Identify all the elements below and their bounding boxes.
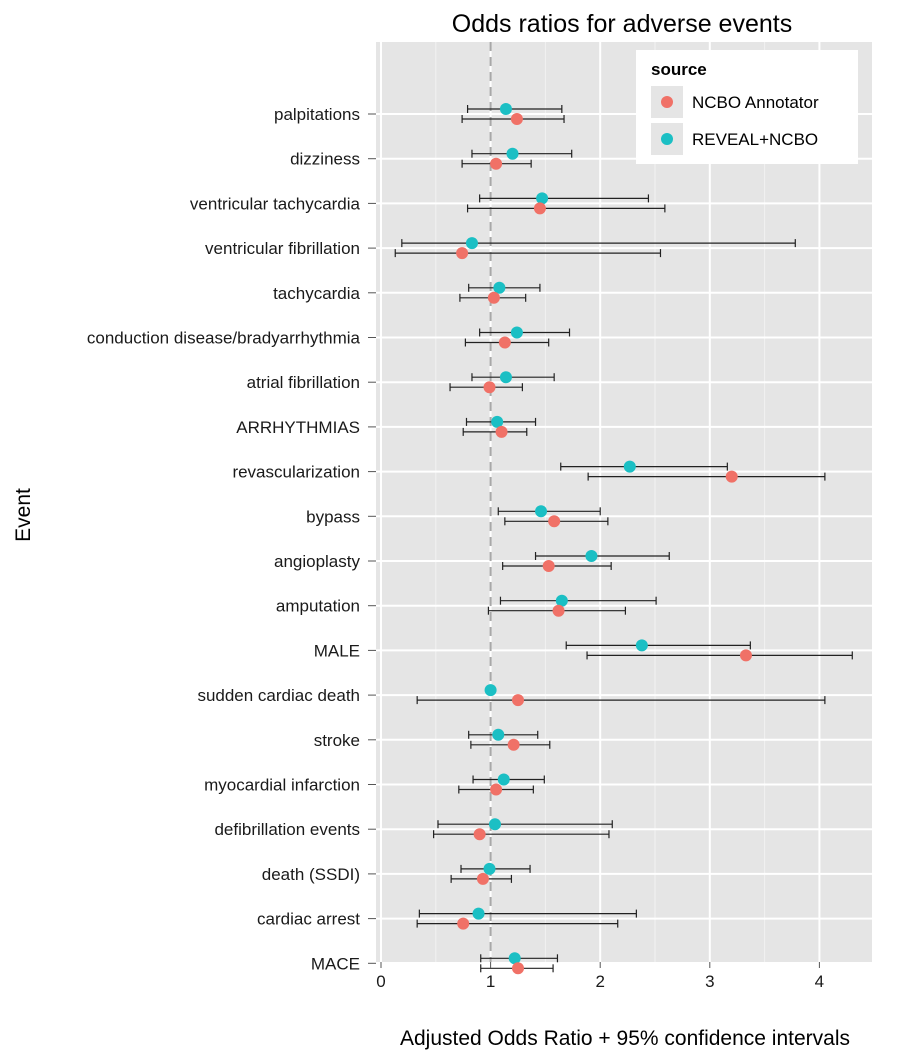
- category-label: amputation: [276, 597, 360, 616]
- point-ncbo-annotator: [507, 738, 520, 751]
- point-reveal-ncbo: [488, 818, 501, 831]
- legend-swatch: [661, 133, 673, 145]
- x-tick-label: 2: [595, 972, 604, 991]
- x-axis-labels: 0 1 2 3 4: [376, 962, 824, 991]
- data-marks: [394, 103, 853, 975]
- legend-label: REVEAL+NCBO: [692, 130, 818, 149]
- category-label: myocardial infarction: [204, 776, 360, 795]
- point-reveal-ncbo: [472, 907, 485, 920]
- point-reveal-ncbo: [585, 550, 598, 562]
- point-reveal-ncbo: [635, 639, 648, 652]
- point-ncbo-annotator: [457, 917, 470, 930]
- point-ncbo-annotator: [490, 783, 503, 796]
- point-reveal-ncbo: [492, 728, 505, 741]
- point-ncbo-annotator: [512, 962, 524, 975]
- point-reveal-ncbo: [508, 952, 521, 965]
- x-axis-title: Adjusted Odds Ratio + 95% confidence int…: [400, 1027, 850, 1050]
- point-ncbo-annotator: [548, 515, 561, 528]
- point-ncbo-annotator: [473, 828, 486, 841]
- point-reveal-ncbo: [499, 371, 512, 384]
- legend-items: NCBO Annotator REVEAL+NCBO: [651, 86, 819, 155]
- category-label: conduction disease/bradyarrhythmia: [87, 329, 361, 348]
- x-tick-label: 3: [705, 972, 714, 991]
- category-label: palpitations: [274, 105, 360, 124]
- point-reveal-ncbo: [465, 237, 478, 250]
- chart-title: Odds ratios for adverse events: [452, 10, 792, 38]
- category-label: bypass: [306, 507, 360, 526]
- category-label: cardiac arrest: [257, 910, 360, 929]
- plot-panel: [376, 42, 872, 962]
- y-axis-labels: palpitations dizziness ventricular tachyca…: [87, 105, 376, 973]
- category-label: death (SSDI): [262, 865, 360, 884]
- category-label: MACE: [311, 954, 360, 973]
- point-ncbo-annotator: [476, 872, 489, 885]
- point-reveal-ncbo: [510, 326, 523, 339]
- point-reveal-ncbo: [491, 415, 504, 428]
- category-label: revascularization: [232, 463, 360, 482]
- point-ncbo-annotator: [739, 649, 752, 662]
- category-label: MALE: [314, 641, 360, 660]
- point-reveal-ncbo: [506, 147, 519, 160]
- category-label: tachycardia: [273, 284, 360, 303]
- category-label: sudden cardiac death: [197, 686, 360, 705]
- category-label: stroke: [314, 731, 360, 750]
- legend: source NCBO Annotator REVEAL+NCBO: [636, 50, 858, 164]
- point-ncbo-annotator: [495, 425, 508, 438]
- x-tick-label: 1: [486, 972, 495, 991]
- point-ncbo-annotator: [533, 202, 546, 215]
- point-reveal-ncbo: [493, 281, 506, 294]
- point-ncbo-annotator: [487, 291, 500, 304]
- point-ncbo-annotator: [490, 157, 503, 170]
- point-ncbo-annotator: [498, 336, 511, 349]
- category-label: angioplasty: [274, 552, 361, 571]
- point-reveal-ncbo: [499, 103, 512, 115]
- point-reveal-ncbo: [484, 684, 497, 697]
- point-ncbo-annotator: [456, 247, 469, 260]
- point-reveal-ncbo: [623, 460, 636, 473]
- point-ncbo-annotator: [512, 694, 524, 707]
- legend-swatch: [661, 96, 673, 108]
- point-ncbo-annotator: [483, 381, 496, 394]
- point-reveal-ncbo: [555, 594, 568, 607]
- x-tick-label: 4: [815, 972, 824, 991]
- legend-title: source: [651, 60, 707, 79]
- point-reveal-ncbo: [535, 505, 548, 518]
- point-ncbo-annotator: [510, 113, 523, 125]
- point-ncbo-annotator: [725, 470, 738, 483]
- category-label: ventricular fibrillation: [205, 239, 360, 258]
- category-label: atrial fibrillation: [247, 373, 360, 392]
- y-axis-title: Event: [12, 488, 35, 542]
- x-tick-label: 0: [376, 972, 385, 991]
- point-ncbo-annotator: [552, 604, 565, 617]
- category-label: ventricular tachycardia: [190, 194, 361, 213]
- category-label: ARRHYTHMIAS: [236, 418, 360, 437]
- category-label: defibrillation events: [214, 820, 360, 839]
- point-reveal-ncbo: [483, 862, 496, 875]
- category-label: dizziness: [290, 150, 360, 169]
- point-reveal-ncbo: [497, 773, 510, 786]
- legend-label: NCBO Annotator: [692, 93, 819, 112]
- point-reveal-ncbo: [536, 192, 549, 205]
- point-ncbo-annotator: [542, 560, 555, 572]
